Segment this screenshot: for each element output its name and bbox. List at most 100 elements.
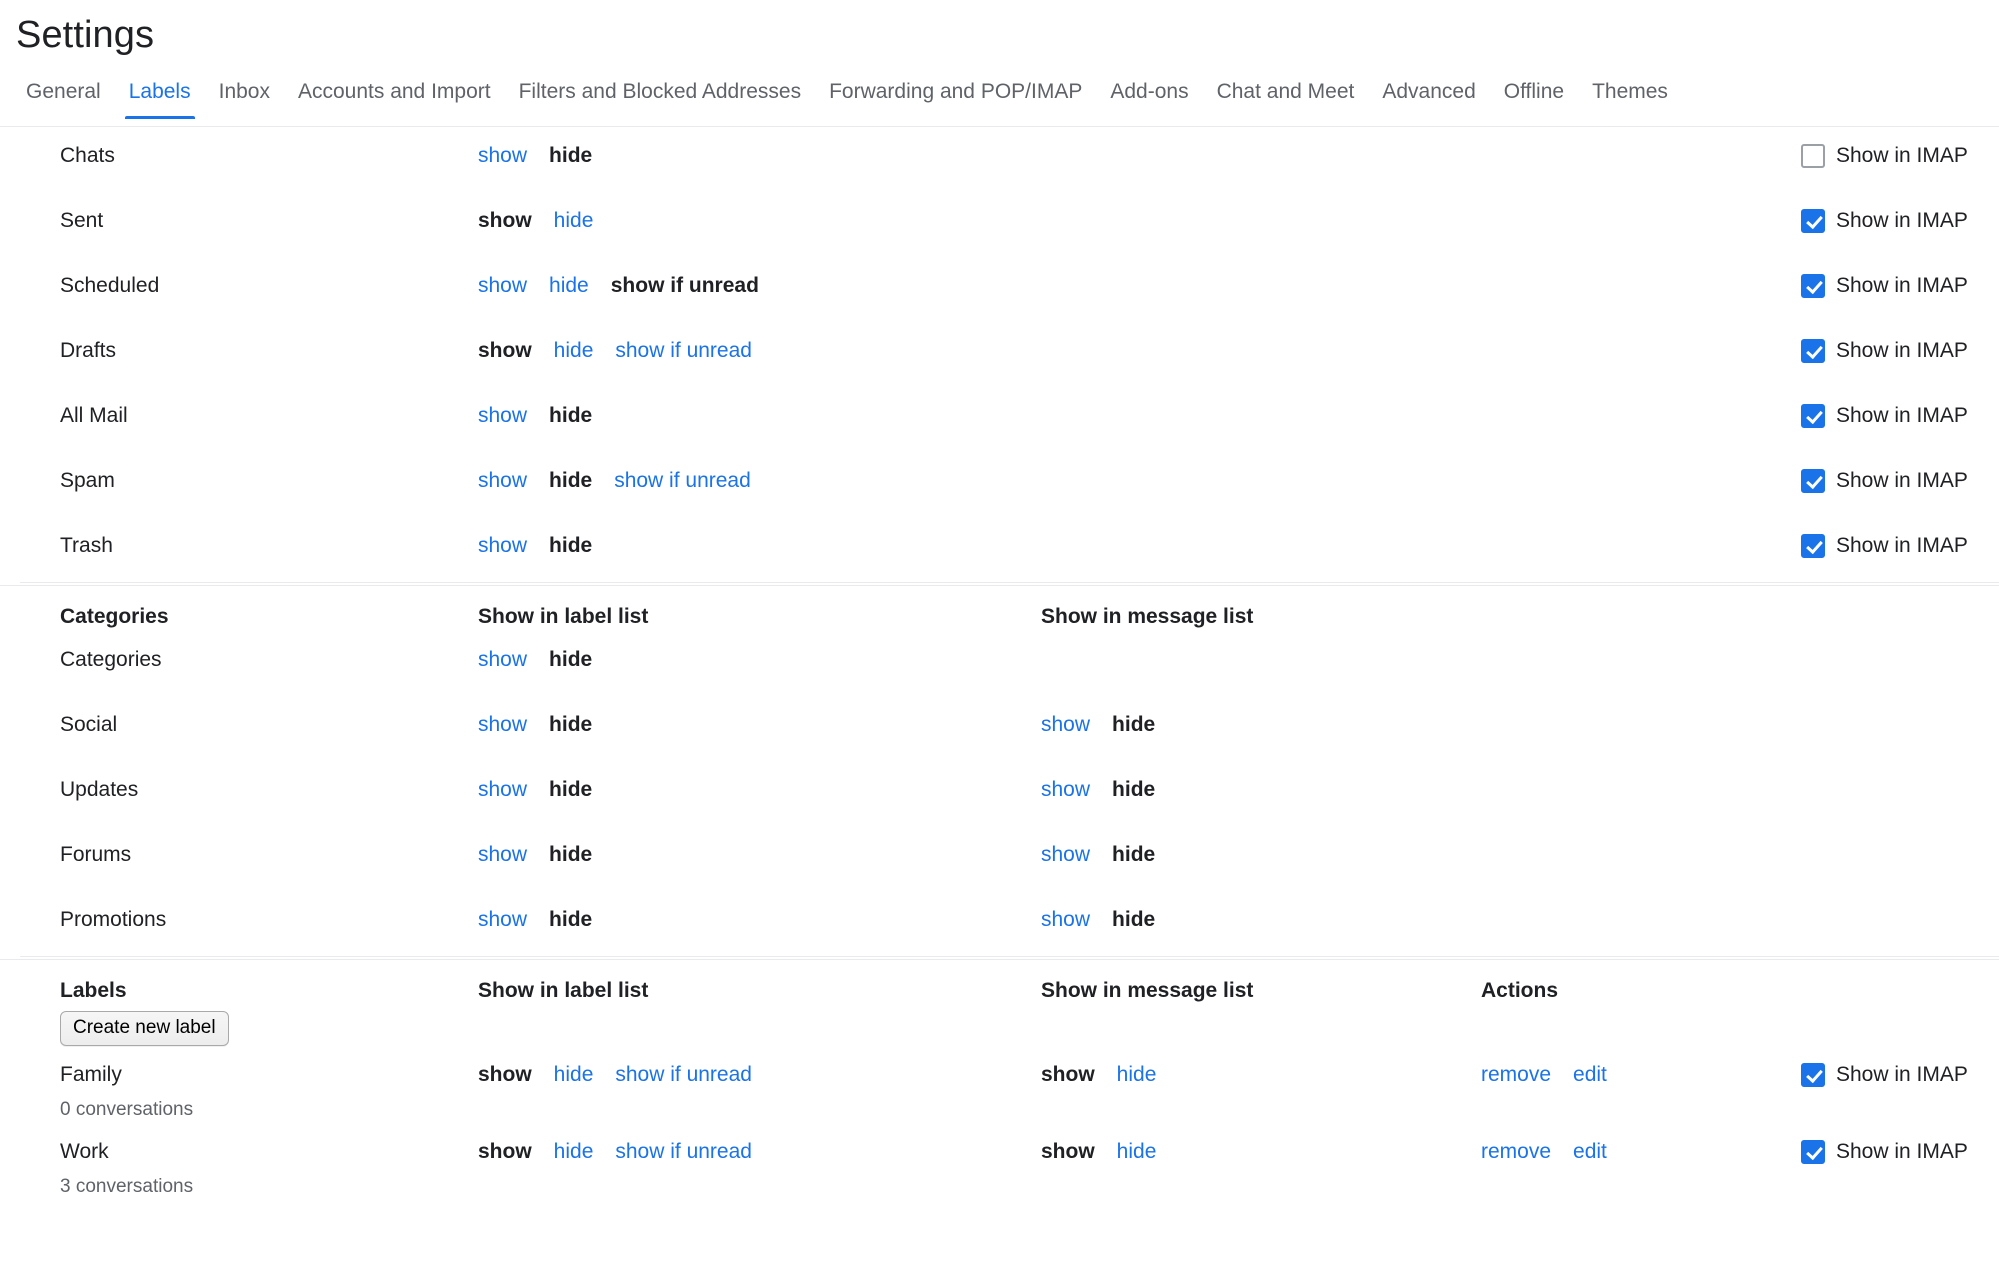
show-in-imap-toggle[interactable]: Show in IMAP	[1801, 208, 1968, 234]
table-row: Updates show hide show hide	[0, 761, 1999, 826]
show-in-imap-toggle[interactable]: Show in IMAP	[1801, 273, 1968, 299]
tab-filters-and-blocked-addresses[interactable]: Filters and Blocked Addresses	[505, 79, 815, 119]
imap-cell	[1801, 631, 1999, 647]
label-name-cell: Spam	[60, 452, 478, 494]
show-in-message-list-cell	[1041, 452, 1481, 468]
label-name-family: Family	[60, 1063, 122, 1086]
label-list-show-link[interactable]: show	[478, 144, 528, 167]
message-list-show-link[interactable]: show	[1041, 778, 1091, 801]
label-list-hide-link[interactable]: hide	[553, 209, 594, 232]
show-in-imap-toggle[interactable]: Show in IMAP	[1801, 1139, 1968, 1165]
label-list-hide-link: hide	[549, 843, 593, 866]
actions-cell	[1481, 891, 1801, 907]
message-list-hide-link: hide	[1112, 843, 1156, 866]
checkbox-icon[interactable]	[1801, 469, 1825, 493]
message-list-hide-link: hide	[1112, 713, 1156, 736]
actions-cell	[1481, 127, 1801, 143]
label-list-links: show hide show if unread	[478, 273, 1041, 299]
action-edit-link[interactable]: edit	[1573, 1063, 1607, 1086]
message-list-show-link[interactable]: show	[1041, 908, 1091, 931]
checkbox-icon[interactable]	[1801, 1140, 1825, 1164]
action-links: remove edit	[1481, 1139, 1801, 1165]
tab-chat-and-meet[interactable]: Chat and Meet	[1203, 79, 1369, 119]
tab-themes[interactable]: Themes	[1578, 79, 1682, 119]
show-in-imap-toggle[interactable]: Show in IMAP	[1801, 1062, 1968, 1088]
category-name-social: Social	[60, 713, 118, 736]
label-list-hide-link[interactable]: hide	[553, 1063, 594, 1086]
tab-advanced[interactable]: Advanced	[1368, 79, 1489, 119]
show-in-imap-toggle[interactable]: Show in IMAP	[1801, 143, 1968, 169]
show-in-imap-toggle[interactable]: Show in IMAP	[1801, 533, 1968, 559]
label-list-show-link[interactable]: show	[478, 908, 528, 931]
show-in-imap-toggle[interactable]: Show in IMAP	[1801, 468, 1968, 494]
tab-accounts-and-import[interactable]: Accounts and Import	[284, 79, 505, 119]
label-list-hide-link[interactable]: hide	[553, 1140, 594, 1163]
tab-inbox[interactable]: Inbox	[205, 79, 284, 119]
label-list-show-link[interactable]: show	[478, 274, 528, 297]
show-in-imap-toggle[interactable]: Show in IMAP	[1801, 403, 1968, 429]
tab-add-ons[interactable]: Add-ons	[1096, 79, 1202, 119]
tab-offline[interactable]: Offline	[1490, 79, 1578, 119]
conversation-count: 0 conversations	[60, 1099, 194, 1120]
show-in-imap-toggle[interactable]: Show in IMAP	[1801, 338, 1968, 364]
labels-header-label-list: Show in label list	[478, 979, 649, 1002]
checkbox-icon[interactable]	[1801, 404, 1825, 428]
label-list-show-link[interactable]: show	[478, 713, 528, 736]
label-list-show-if-unread-link[interactable]: show if unread	[615, 1140, 752, 1163]
tab-labels[interactable]: Labels	[115, 79, 205, 119]
show-in-message-list-cell: show hide	[1041, 696, 1481, 738]
label-name-cell: Forums	[60, 826, 478, 868]
message-list-show-link[interactable]: show	[1041, 843, 1091, 866]
label-list-show-link[interactable]: show	[478, 404, 528, 427]
imap-cell: Show in IMAP	[1801, 257, 1999, 299]
checkbox-icon[interactable]	[1801, 339, 1825, 363]
label-name-cell: Social	[60, 696, 478, 738]
action-remove-link[interactable]: remove	[1481, 1140, 1552, 1163]
label-list-hide-link[interactable]: hide	[553, 339, 594, 362]
message-list-hide-link[interactable]: hide	[1116, 1140, 1157, 1163]
label-list-show-link[interactable]: show	[478, 778, 528, 801]
label-name-drafts: Drafts	[60, 339, 117, 362]
create-label-row: Create new label	[0, 1005, 1999, 1046]
message-list-show-link[interactable]: show	[1041, 713, 1091, 736]
label-list-show-link[interactable]: show	[478, 469, 528, 492]
label-list-show-if-unread-link[interactable]: show if unread	[615, 339, 752, 362]
section-divider-labels	[0, 956, 1999, 957]
imap-cell	[1801, 696, 1999, 712]
checkbox-icon[interactable]	[1801, 274, 1825, 298]
action-remove-link[interactable]: remove	[1481, 1063, 1552, 1086]
checkbox-icon[interactable]	[1801, 144, 1825, 168]
label-list-show-link: show	[478, 339, 532, 362]
actions-cell	[1481, 452, 1801, 468]
categories-header-name: Categories	[60, 605, 169, 628]
message-list-links: show hide	[1041, 1139, 1481, 1165]
checkbox-icon[interactable]	[1801, 209, 1825, 233]
message-list-hide-link[interactable]: hide	[1116, 1063, 1157, 1086]
label-name-cell: Updates	[60, 761, 478, 803]
categories-header-message-list: Show in message list	[1041, 605, 1254, 628]
imap-cell: Show in IMAP	[1801, 192, 1999, 234]
tab-general[interactable]: General	[16, 79, 115, 119]
label-name-cell: Scheduled	[60, 257, 478, 299]
action-edit-link[interactable]: edit	[1573, 1140, 1607, 1163]
create-new-label-button[interactable]: Create new label	[60, 1011, 229, 1046]
tab-forwarding-and-pop-imap[interactable]: Forwarding and POP/IMAP	[815, 79, 1096, 119]
label-list-show-if-unread-link: show if unread	[610, 274, 759, 297]
show-in-imap-label: Show in IMAP	[1836, 339, 1968, 362]
label-list-show-link[interactable]: show	[478, 843, 528, 866]
message-list-links: show hide	[1041, 1062, 1481, 1088]
checkbox-icon[interactable]	[1801, 1063, 1825, 1087]
checkbox-icon[interactable]	[1801, 534, 1825, 558]
label-list-show-if-unread-link[interactable]: show if unread	[615, 1063, 752, 1086]
imap-cell	[1801, 761, 1999, 777]
imap-cell: Show in IMAP	[1801, 387, 1999, 429]
label-list-show-if-unread-link[interactable]: show if unread	[614, 469, 751, 492]
label-list-show-link[interactable]: show	[478, 534, 528, 557]
label-list-show-link[interactable]: show	[478, 648, 528, 671]
show-in-label-list-cell: show hide	[478, 517, 1041, 559]
label-name-cell: Chats	[60, 127, 478, 169]
label-list-hide-link: hide	[549, 648, 593, 671]
label-list-links: show hide	[478, 907, 1041, 933]
label-list-hide-link[interactable]: hide	[549, 274, 589, 297]
category-name-promotions: Promotions	[60, 908, 167, 931]
